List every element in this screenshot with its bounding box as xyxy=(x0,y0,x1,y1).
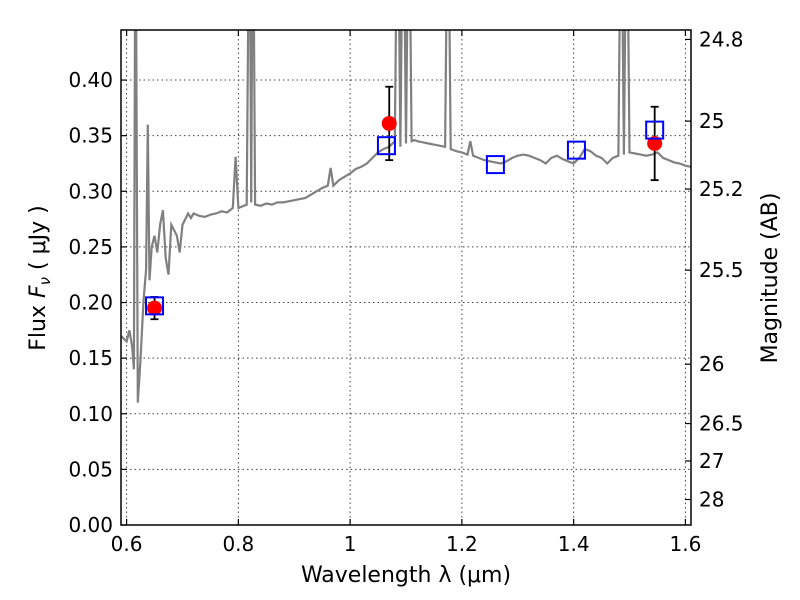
observed-point xyxy=(147,300,163,316)
x-tick-label: 1.4 xyxy=(558,532,590,556)
magnitude-tick-label: 24.8 xyxy=(699,27,744,51)
y-tick-label: 0.00 xyxy=(68,513,113,537)
y-tick-label: 0.35 xyxy=(68,124,113,148)
y-tick-label: 0.30 xyxy=(68,179,113,203)
plot-frame xyxy=(120,29,692,526)
model-point xyxy=(485,155,505,175)
x-tick-label: 1 xyxy=(344,532,357,556)
magnitude-axis-ticks: 24.8 25 25.2 25.5 26 26.5 27 28 xyxy=(685,27,744,512)
y-tick-label: 0.40 xyxy=(68,68,113,92)
magnitude-tick-label: 27 xyxy=(699,449,724,473)
y-tick-label: 0.15 xyxy=(68,346,113,370)
magnitude-axis-label: Magnitude (AB) xyxy=(758,193,783,364)
x-tick-label: 0.6 xyxy=(111,532,143,556)
x-axis-label: Wavelength λ (μm) xyxy=(301,563,511,588)
y-axis-label: Flux Fν ( μJy ) xyxy=(26,205,54,350)
y-axis-label-suffix: ( μJy ) xyxy=(26,205,51,277)
x-tick-label: 1.6 xyxy=(670,532,702,556)
spectrum-line xyxy=(121,30,691,403)
x-tick-label: 1.2 xyxy=(446,532,478,556)
magnitude-tick-label: 26 xyxy=(699,352,724,376)
model-point xyxy=(145,296,165,316)
x-tick-label: 0.8 xyxy=(222,532,254,556)
y-tick-label: 0.20 xyxy=(68,291,113,315)
plot-area xyxy=(121,30,691,403)
x-axis-ticks: 0.6 0.8 1 1.2 1.4 1.6 xyxy=(111,30,702,556)
magnitude-tick-label: 25 xyxy=(699,109,724,133)
y-axis-label-subscript: ν xyxy=(36,277,54,285)
magnitude-tick-label: 26.5 xyxy=(699,412,744,436)
magnitude-tick-label: 28 xyxy=(699,488,724,512)
y-axis-label-prefix: Flux xyxy=(26,298,51,351)
magnitude-tick-label: 25.2 xyxy=(699,177,744,201)
y-axis-label-symbol: F xyxy=(26,285,51,298)
observed-point xyxy=(647,135,663,151)
model-point xyxy=(645,120,665,140)
observed-point xyxy=(381,115,397,131)
model-point xyxy=(376,136,396,156)
y-tick-label: 0.05 xyxy=(68,457,113,481)
model-point xyxy=(566,140,586,160)
y-tick-label: 0.25 xyxy=(68,235,113,259)
magnitude-tick-label: 25.5 xyxy=(699,258,744,282)
y-tick-label: 0.10 xyxy=(68,402,113,426)
model-points xyxy=(145,120,665,316)
observed-points xyxy=(147,115,663,316)
y-axis-ticks: 0.00 0.05 0.10 0.15 0.20 0.25 0.30 0.35 0.40 xyxy=(68,68,127,537)
